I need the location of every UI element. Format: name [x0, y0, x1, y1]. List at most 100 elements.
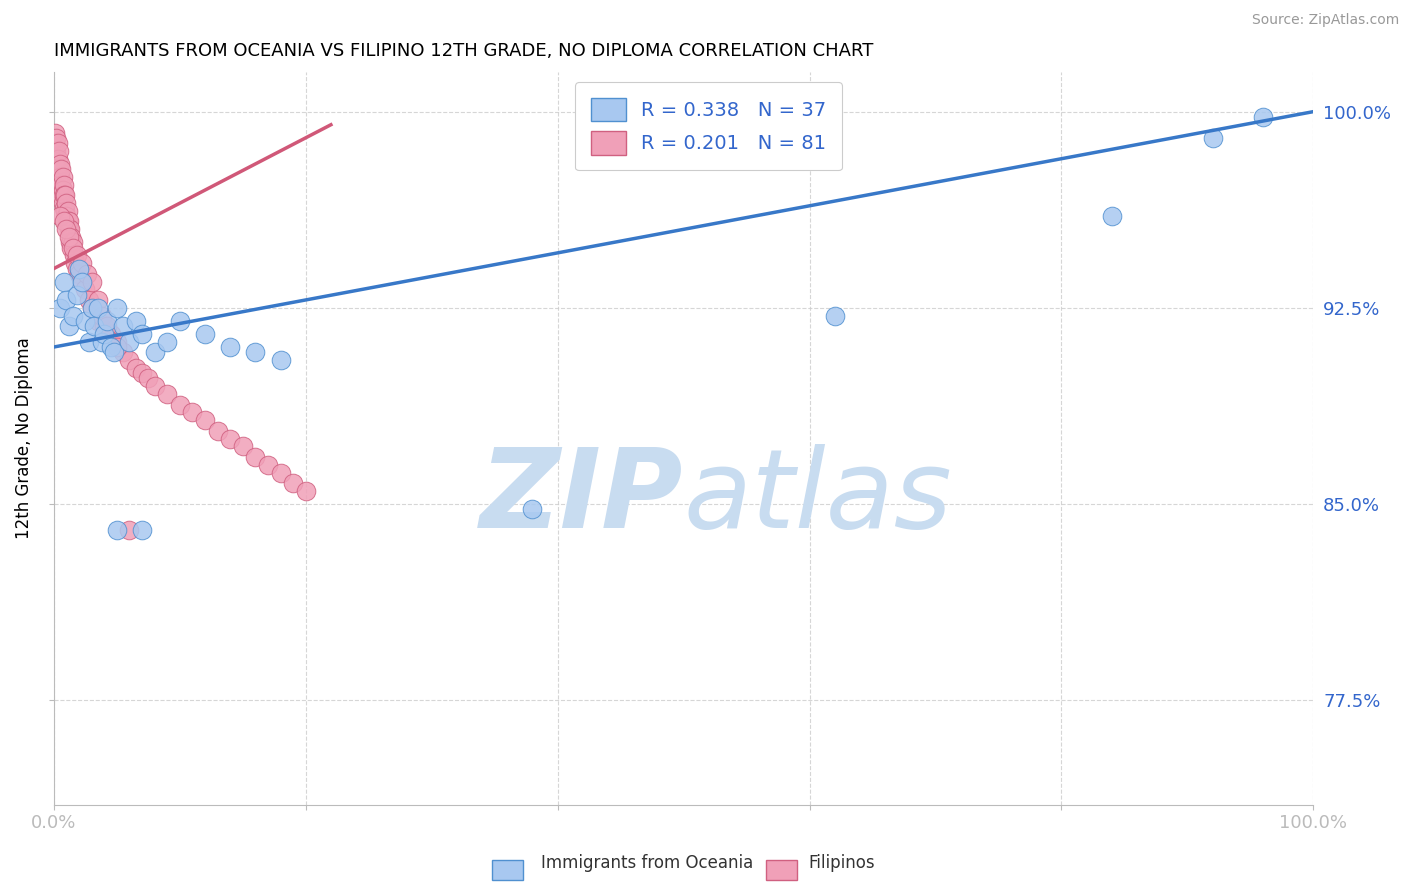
Point — [59, 235, 82, 250]
Point — [65, 261, 87, 276]
Text: atlas: atlas — [683, 443, 952, 550]
Point — [44, 136, 66, 150]
Point — [522, 502, 544, 516]
Point — [46, 162, 69, 177]
Text: ZIP: ZIP — [479, 443, 683, 550]
Point — [1201, 130, 1223, 145]
Point — [51, 188, 73, 202]
Point — [51, 178, 73, 192]
Point — [49, 301, 72, 315]
Text: Immigrants from Oceania: Immigrants from Oceania — [541, 855, 754, 872]
Point — [105, 301, 128, 315]
Point — [49, 209, 72, 223]
Point — [77, 293, 100, 307]
Point — [100, 326, 122, 341]
Point — [118, 353, 141, 368]
Point — [270, 353, 292, 368]
Point — [90, 334, 112, 349]
Point — [87, 314, 110, 328]
Point — [125, 314, 148, 328]
Point — [87, 301, 110, 315]
Point — [118, 334, 141, 349]
Point — [125, 360, 148, 375]
Point — [1101, 209, 1123, 223]
Point — [49, 169, 72, 184]
Point — [75, 314, 97, 328]
Point — [52, 169, 75, 184]
Point — [45, 130, 67, 145]
Point — [62, 309, 84, 323]
Point — [232, 439, 254, 453]
Point — [156, 334, 179, 349]
Point — [281, 475, 304, 490]
Point — [118, 523, 141, 537]
Point — [112, 345, 135, 359]
Point — [131, 523, 153, 537]
Point — [70, 256, 93, 270]
Point — [44, 144, 66, 158]
Point — [45, 152, 67, 166]
Point — [59, 222, 82, 236]
Point — [52, 188, 75, 202]
Point — [44, 126, 66, 140]
Point — [52, 214, 75, 228]
Point — [824, 309, 846, 323]
Point — [93, 319, 115, 334]
Point — [90, 309, 112, 323]
Point — [52, 183, 75, 197]
Point — [56, 204, 79, 219]
Point — [67, 261, 90, 276]
Point — [49, 157, 72, 171]
Point — [294, 483, 316, 498]
Point — [131, 326, 153, 341]
Point — [143, 345, 166, 359]
Point — [80, 301, 103, 315]
Point — [48, 169, 70, 184]
Point — [93, 326, 115, 341]
Point — [55, 196, 77, 211]
Point — [80, 275, 103, 289]
Point — [112, 319, 135, 334]
Point — [245, 450, 267, 464]
Point — [52, 275, 75, 289]
Point — [65, 256, 87, 270]
Point — [194, 413, 217, 427]
Point — [48, 162, 70, 177]
Point — [96, 314, 118, 328]
Point — [136, 371, 159, 385]
Point — [105, 334, 128, 349]
Point — [45, 144, 67, 158]
Point — [1251, 110, 1274, 124]
Point — [131, 366, 153, 380]
Point — [219, 340, 242, 354]
Point — [51, 162, 73, 177]
Point — [70, 275, 93, 289]
Point — [96, 319, 118, 334]
Point — [270, 466, 292, 480]
Point — [67, 267, 90, 281]
Point — [105, 523, 128, 537]
Point — [103, 345, 125, 359]
Point — [46, 136, 69, 150]
Point — [76, 267, 98, 281]
Point — [80, 301, 103, 315]
Point — [55, 222, 77, 236]
Point — [83, 319, 105, 334]
Point — [58, 222, 80, 236]
Point — [257, 458, 280, 472]
Point — [52, 202, 75, 216]
Point — [219, 432, 242, 446]
Point — [58, 214, 80, 228]
Point — [58, 230, 80, 244]
Point — [105, 340, 128, 354]
Point — [48, 144, 70, 158]
Point — [56, 214, 79, 228]
Point — [87, 293, 110, 307]
Y-axis label: 12th Grade, No Diploma: 12th Grade, No Diploma — [15, 338, 32, 540]
Point — [65, 287, 87, 301]
Point — [75, 283, 97, 297]
Point — [143, 379, 166, 393]
Legend: R = 0.338   N = 37, R = 0.201   N = 81: R = 0.338 N = 37, R = 0.201 N = 81 — [575, 82, 842, 170]
Point — [53, 204, 76, 219]
Point — [70, 275, 93, 289]
